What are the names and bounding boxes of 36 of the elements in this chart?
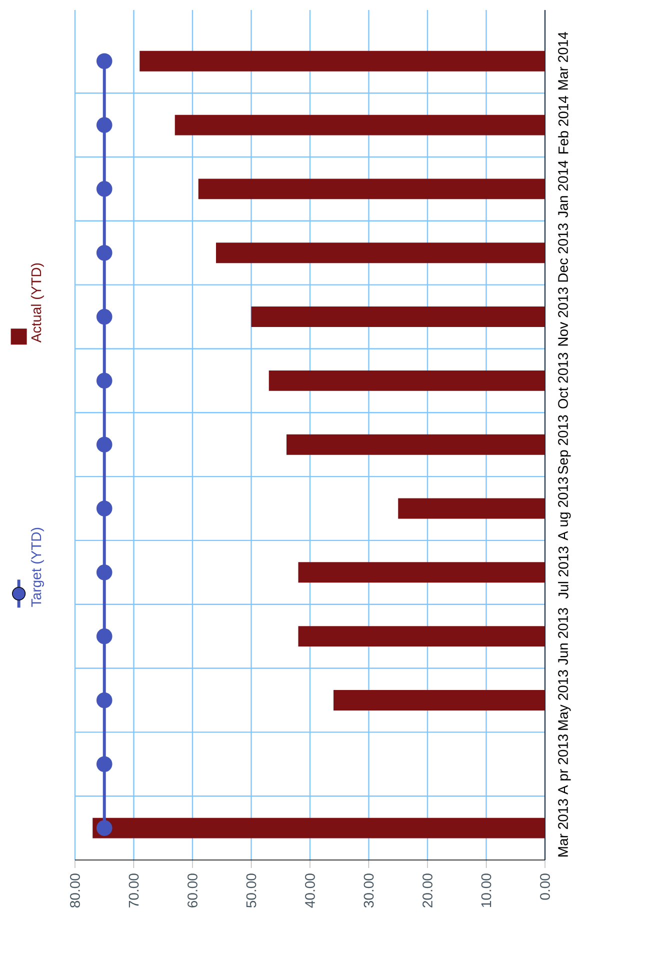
bar (333, 690, 545, 710)
bar (298, 562, 545, 583)
y-tick-label: May 2013 (558, 670, 571, 730)
x-tick-label: 60.00 (188, 874, 198, 908)
bar (268, 370, 545, 391)
x-tick-label: 10.00 (481, 874, 492, 908)
bar (140, 50, 545, 72)
text: Target (YTD) (30, 528, 44, 607)
y-tick-label: A ug 2013 (558, 477, 571, 540)
x-tick-label: 80.00 (70, 874, 80, 908)
bar (216, 242, 545, 264)
y-tick-label: Dec 2013 (558, 224, 568, 282)
y-tick-label: Mar 2014 (558, 32, 568, 90)
x-tick-label: 70.00 (128, 874, 139, 908)
x-tick-label: 0.00 (540, 874, 550, 900)
text: Actual (YTD) (30, 263, 44, 343)
bar (398, 498, 545, 519)
x-tick-label: 20.00 (422, 874, 432, 908)
x-tick-label: 30.00 (364, 874, 374, 908)
y-tick-label: Jul 2013 (558, 546, 568, 599)
y-tick-label: Jan 2014 (558, 160, 568, 218)
y-tick-label: Sep 2013 (558, 415, 571, 474)
y-tick-label: Mar 2013 (558, 799, 568, 856)
bar (298, 626, 545, 647)
x-tick-label: 50.00 (246, 874, 256, 908)
bar (198, 178, 545, 200)
y-tick-label: Nov 2013 (558, 287, 568, 346)
bar (92, 818, 545, 838)
bar (286, 434, 545, 455)
bar (174, 114, 545, 136)
y-tick-label: Feb 2014 (558, 96, 568, 154)
y-tick-label: Oct 2013 (558, 352, 568, 408)
bar (251, 306, 545, 328)
y-tick-label: A pr 2013 (558, 734, 571, 794)
y-tick-label: Jun 2013 (558, 608, 568, 665)
x-tick-label: 40.00 (305, 874, 315, 908)
